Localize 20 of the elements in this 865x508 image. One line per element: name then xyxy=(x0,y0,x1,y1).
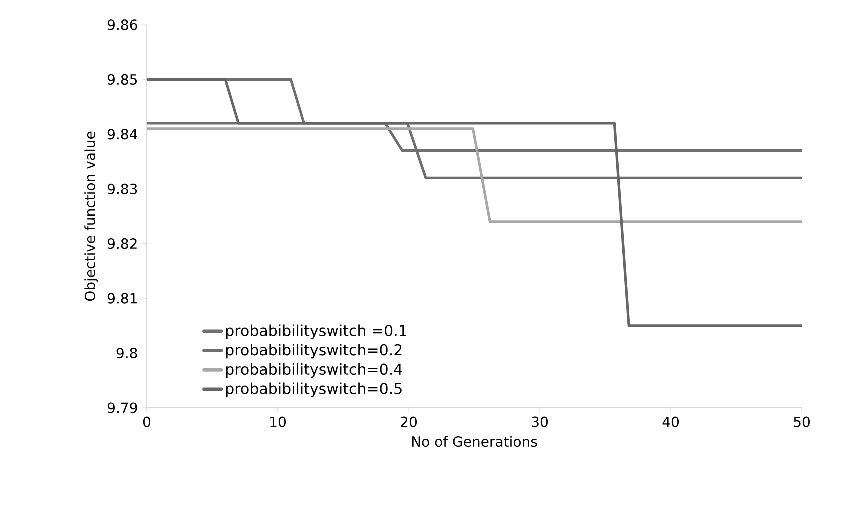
y-tick-label: 9.84 xyxy=(108,129,138,140)
x-tick-label: 30 xyxy=(532,416,548,428)
x-axis-title: No of Generations xyxy=(412,436,538,448)
legend-label: probabibilityswitch=0.5 xyxy=(226,382,402,398)
legend-label: probabibilityswitch=0.2 xyxy=(226,344,402,359)
y-tick-label: 9.83 xyxy=(108,184,138,194)
y-tick-label: 9.8 xyxy=(116,348,138,359)
legend-label: probabibilityswitch=0.4 xyxy=(226,363,402,378)
y-tick-label: 9.81 xyxy=(108,293,137,304)
x-tick-label: 20 xyxy=(401,416,417,428)
x-tick-label: 50 xyxy=(794,416,810,428)
y-tick-label: 9.79 xyxy=(108,402,138,414)
legend-label: probabibilityswitch =0.1 xyxy=(226,324,407,340)
x-tick-label: 10 xyxy=(270,416,286,428)
y-tick-label: 9.86 xyxy=(108,20,138,30)
x-tick-label: 0 xyxy=(143,416,151,428)
y-axis-title: Objective function value xyxy=(84,132,98,302)
y-tick-label: 9.82 xyxy=(108,238,137,250)
y-tick-label: 9.85 xyxy=(108,74,137,85)
x-tick-label: 40 xyxy=(662,416,679,428)
